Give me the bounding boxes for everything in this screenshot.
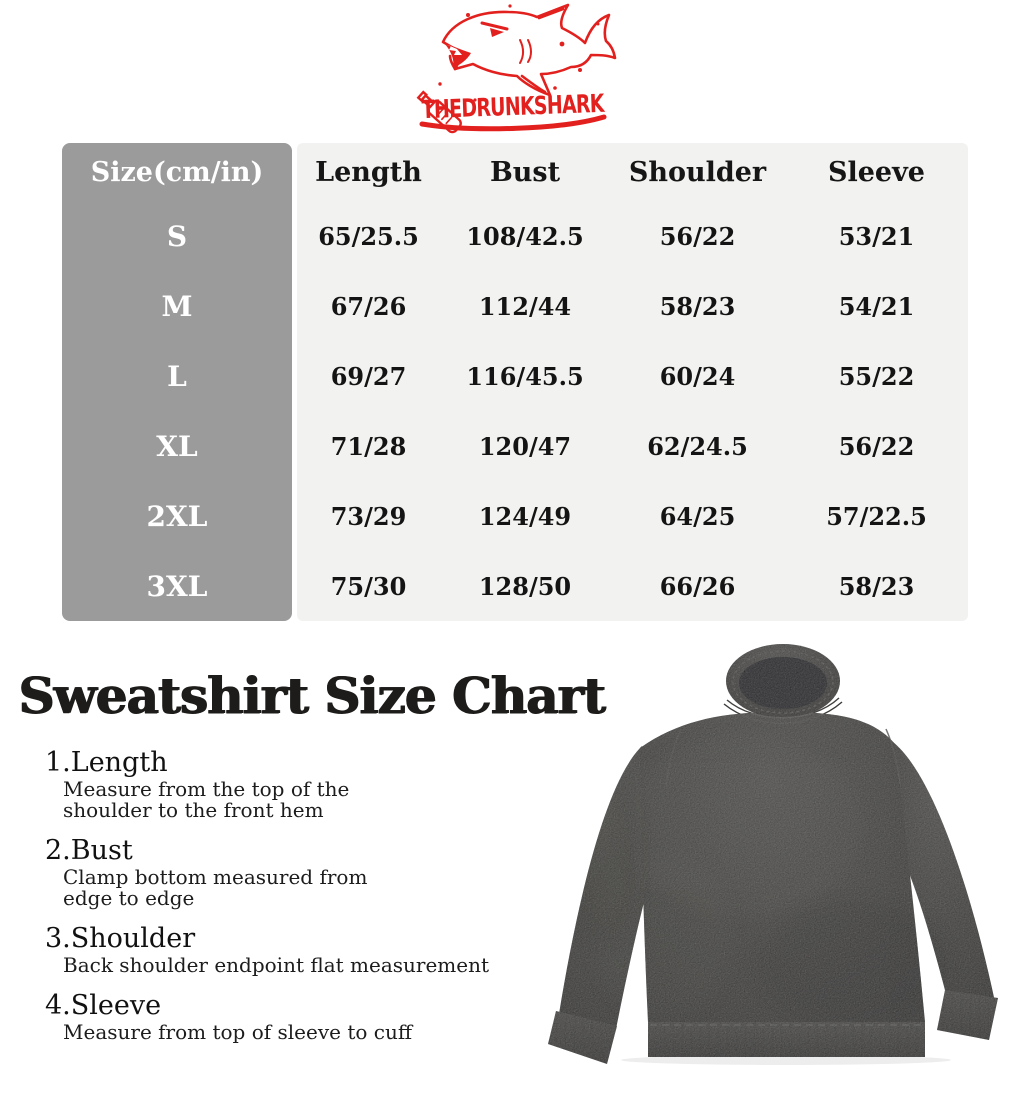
guide-item-sleeve: 4.Sleeve Measure from top of sleeve to c… [45, 989, 545, 1043]
table-cell: 57/22.5 [826, 501, 927, 531]
table-cell: 75/30 [330, 571, 407, 601]
table-cell: 116/45.5 [466, 361, 584, 391]
guide-item-shoulder: 3.Shoulder Back shoulder endpoint flat m… [45, 922, 545, 976]
fabric-texture [548, 644, 998, 1064]
guide-item-desc: edge to edge [63, 886, 195, 910]
col-header-sleeve: Sleeve [828, 156, 925, 188]
guide-item-label: 1.Length [45, 747, 168, 778]
table-cell: 66/26 [659, 571, 736, 601]
table-cell: 73/29 [330, 501, 407, 531]
table-cell: 120/47 [478, 431, 572, 461]
drunk-shark-logo-icon: THEDRUNKSHARK [416, 3, 617, 134]
table-cell: 65/25.5 [318, 221, 419, 251]
shark-eye [490, 28, 504, 37]
guide-item-label: 2.Bust [45, 835, 133, 866]
guide-item-label: 3.Shoulder [45, 923, 196, 954]
table-cell: 67/26 [330, 291, 407, 321]
table-cell: 58/23 [659, 291, 736, 321]
table-cell: 56/22 [838, 431, 915, 461]
col-header-shoulder: Shoulder [628, 156, 767, 188]
table-cell: 55/22 [838, 361, 915, 391]
size-label-3xl: 3XL [146, 569, 208, 603]
paint-splatter [438, 4, 600, 102]
size-label-xl: XL [156, 429, 198, 463]
product-shadow [621, 1055, 951, 1065]
page-title: Sweatshirt Size Chart [18, 666, 605, 725]
table-cell: 56/22 [659, 221, 736, 251]
table-cell: 71/28 [330, 431, 407, 461]
brand-name-text: THEDRUNKSHARK [421, 89, 606, 124]
table-cell: 53/21 [838, 221, 915, 251]
guide-item-desc: Clamp bottom measured from [63, 865, 368, 889]
table-cell: 108/42.5 [466, 221, 584, 251]
sweatshirt-image [548, 644, 998, 1065]
guide-item-desc: Back shoulder endpoint flat measurement [63, 953, 489, 977]
size-label-m: M [161, 289, 193, 323]
table-cell: 124/49 [478, 501, 572, 531]
guide-item-desc: Measure from the top of the [63, 777, 350, 801]
table-cell: 54/21 [838, 291, 915, 321]
guide-item-desc: Measure from top of sleeve to cuff [63, 1020, 413, 1044]
table-cell: 64/25 [659, 501, 736, 531]
table-cell: 112/44 [478, 291, 572, 321]
table-cell: 60/24 [659, 361, 736, 391]
size-label-2xl: 2XL [146, 499, 208, 533]
table-cell: 69/27 [330, 361, 407, 391]
bottle-icon [416, 90, 462, 134]
table-cell: 62/24.5 [647, 431, 748, 461]
size-data-grid: Length Bust Shoulder Sleeve 65/25.5 108/… [297, 143, 968, 621]
size-label-s: S [166, 219, 188, 253]
col-header-length: Length [315, 156, 422, 188]
size-table-corner-header: Size(cm/in) [90, 156, 264, 188]
measurement-guide: 1.Length Measure from the top of the sho… [45, 746, 545, 1056]
guide-item-label: 4.Sleeve [45, 990, 162, 1021]
table-cell: 128/50 [478, 571, 572, 601]
guide-item-length: 1.Length Measure from the top of the sho… [45, 746, 545, 821]
col-header-bust: Bust [489, 156, 561, 188]
table-cell: 58/23 [838, 571, 915, 601]
product-photo [543, 636, 1015, 1066]
brand-logo: THEDRUNKSHARK [410, 2, 620, 134]
size-label-column: Size(cm/in) S M L XL 2XL 3XL [62, 143, 292, 621]
guide-item-desc: shoulder to the front hem [63, 798, 324, 822]
size-label-l: L [167, 359, 187, 393]
guide-item-bust: 2.Bust Clamp bottom measured from edge t… [45, 834, 545, 909]
